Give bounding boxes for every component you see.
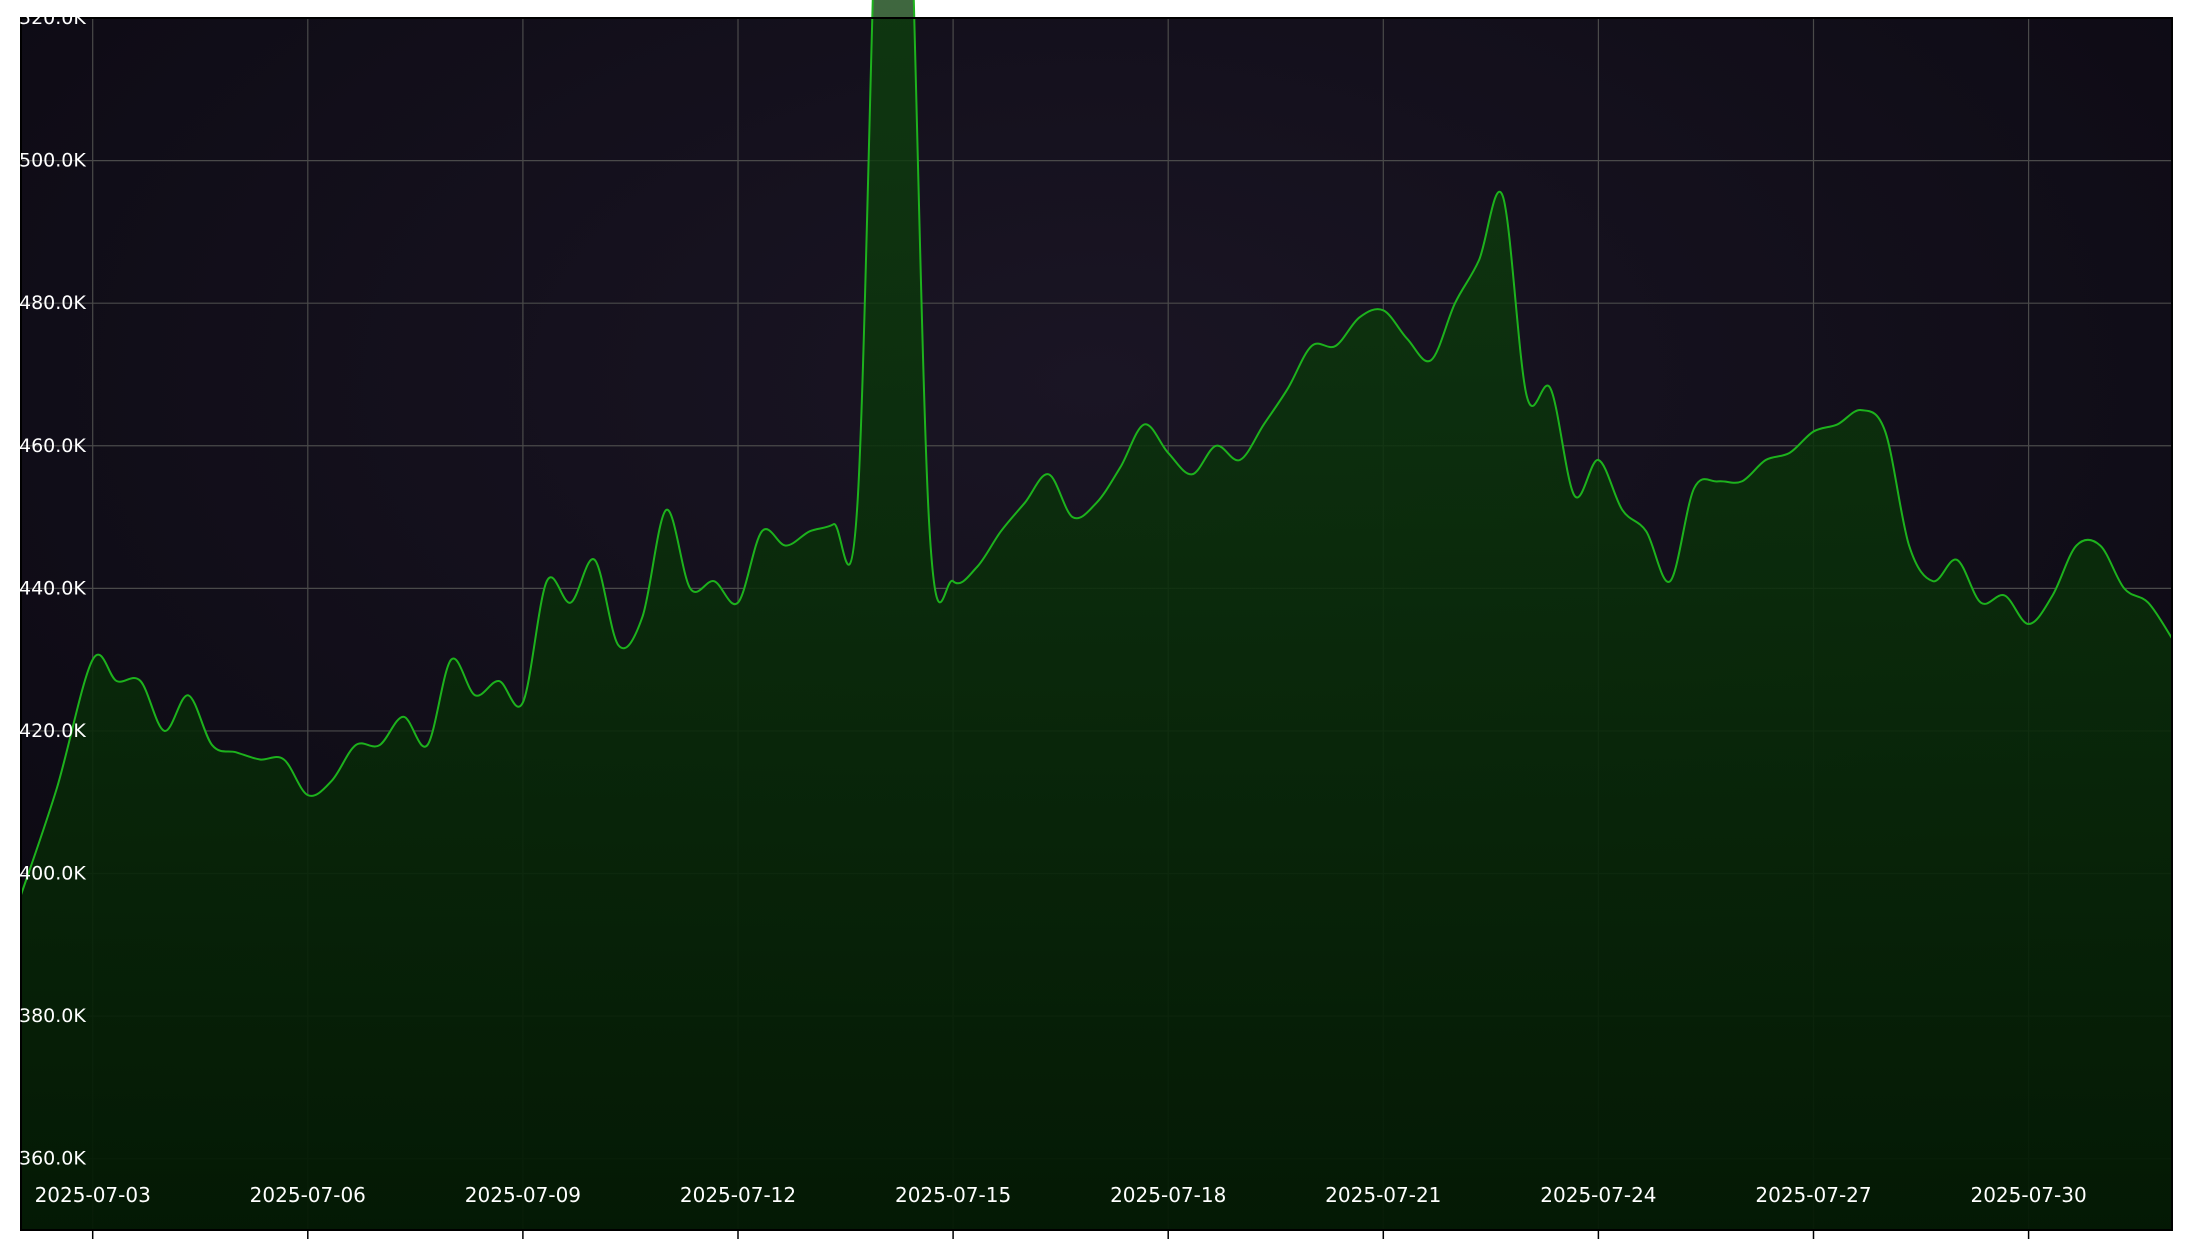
series-layer	[20, 0, 2173, 1230]
x-tick-label: 2025-07-12	[680, 1183, 796, 1207]
y-tick-label: 380.0K	[19, 1005, 86, 1027]
series-line	[20, 0, 2173, 896]
x-tick-label: 2025-07-30	[1970, 1183, 2086, 1207]
y-tick-label: 440.0K	[19, 577, 86, 599]
x-tick-label: 2025-07-24	[1540, 1183, 1656, 1207]
y-tick-label: 520.0K	[19, 7, 86, 29]
x-tick-label: 2025-07-18	[1110, 1183, 1226, 1207]
axes-frame	[20, 17, 2173, 1231]
axes	[20, 17, 2173, 1239]
x-tick-label: 2025-07-03	[35, 1183, 151, 1207]
x-tick-label: 2025-07-06	[250, 1183, 366, 1207]
tick-labels: 360.0K 380.0K 400.0K 420.0K 440.0K 460.0K 480.…	[19, 7, 2087, 1207]
x-tick-label: 2025-07-27	[1755, 1183, 1871, 1207]
y-tick-label: 400.0K	[19, 863, 86, 885]
y-tick-label: 420.0K	[19, 720, 86, 742]
y-tick-label: 460.0K	[19, 435, 86, 457]
x-tick-label: 2025-07-09	[465, 1183, 581, 1207]
y-tick-label: 360.0K	[19, 1148, 86, 1170]
y-tick-label: 500.0K	[19, 150, 86, 172]
y-tick-label: 480.0K	[19, 292, 86, 314]
x-tick-label: 2025-07-21	[1325, 1183, 1441, 1207]
x-tick-label: 2025-07-15	[895, 1183, 1011, 1207]
series-area-fill	[21, 0, 2172, 1230]
